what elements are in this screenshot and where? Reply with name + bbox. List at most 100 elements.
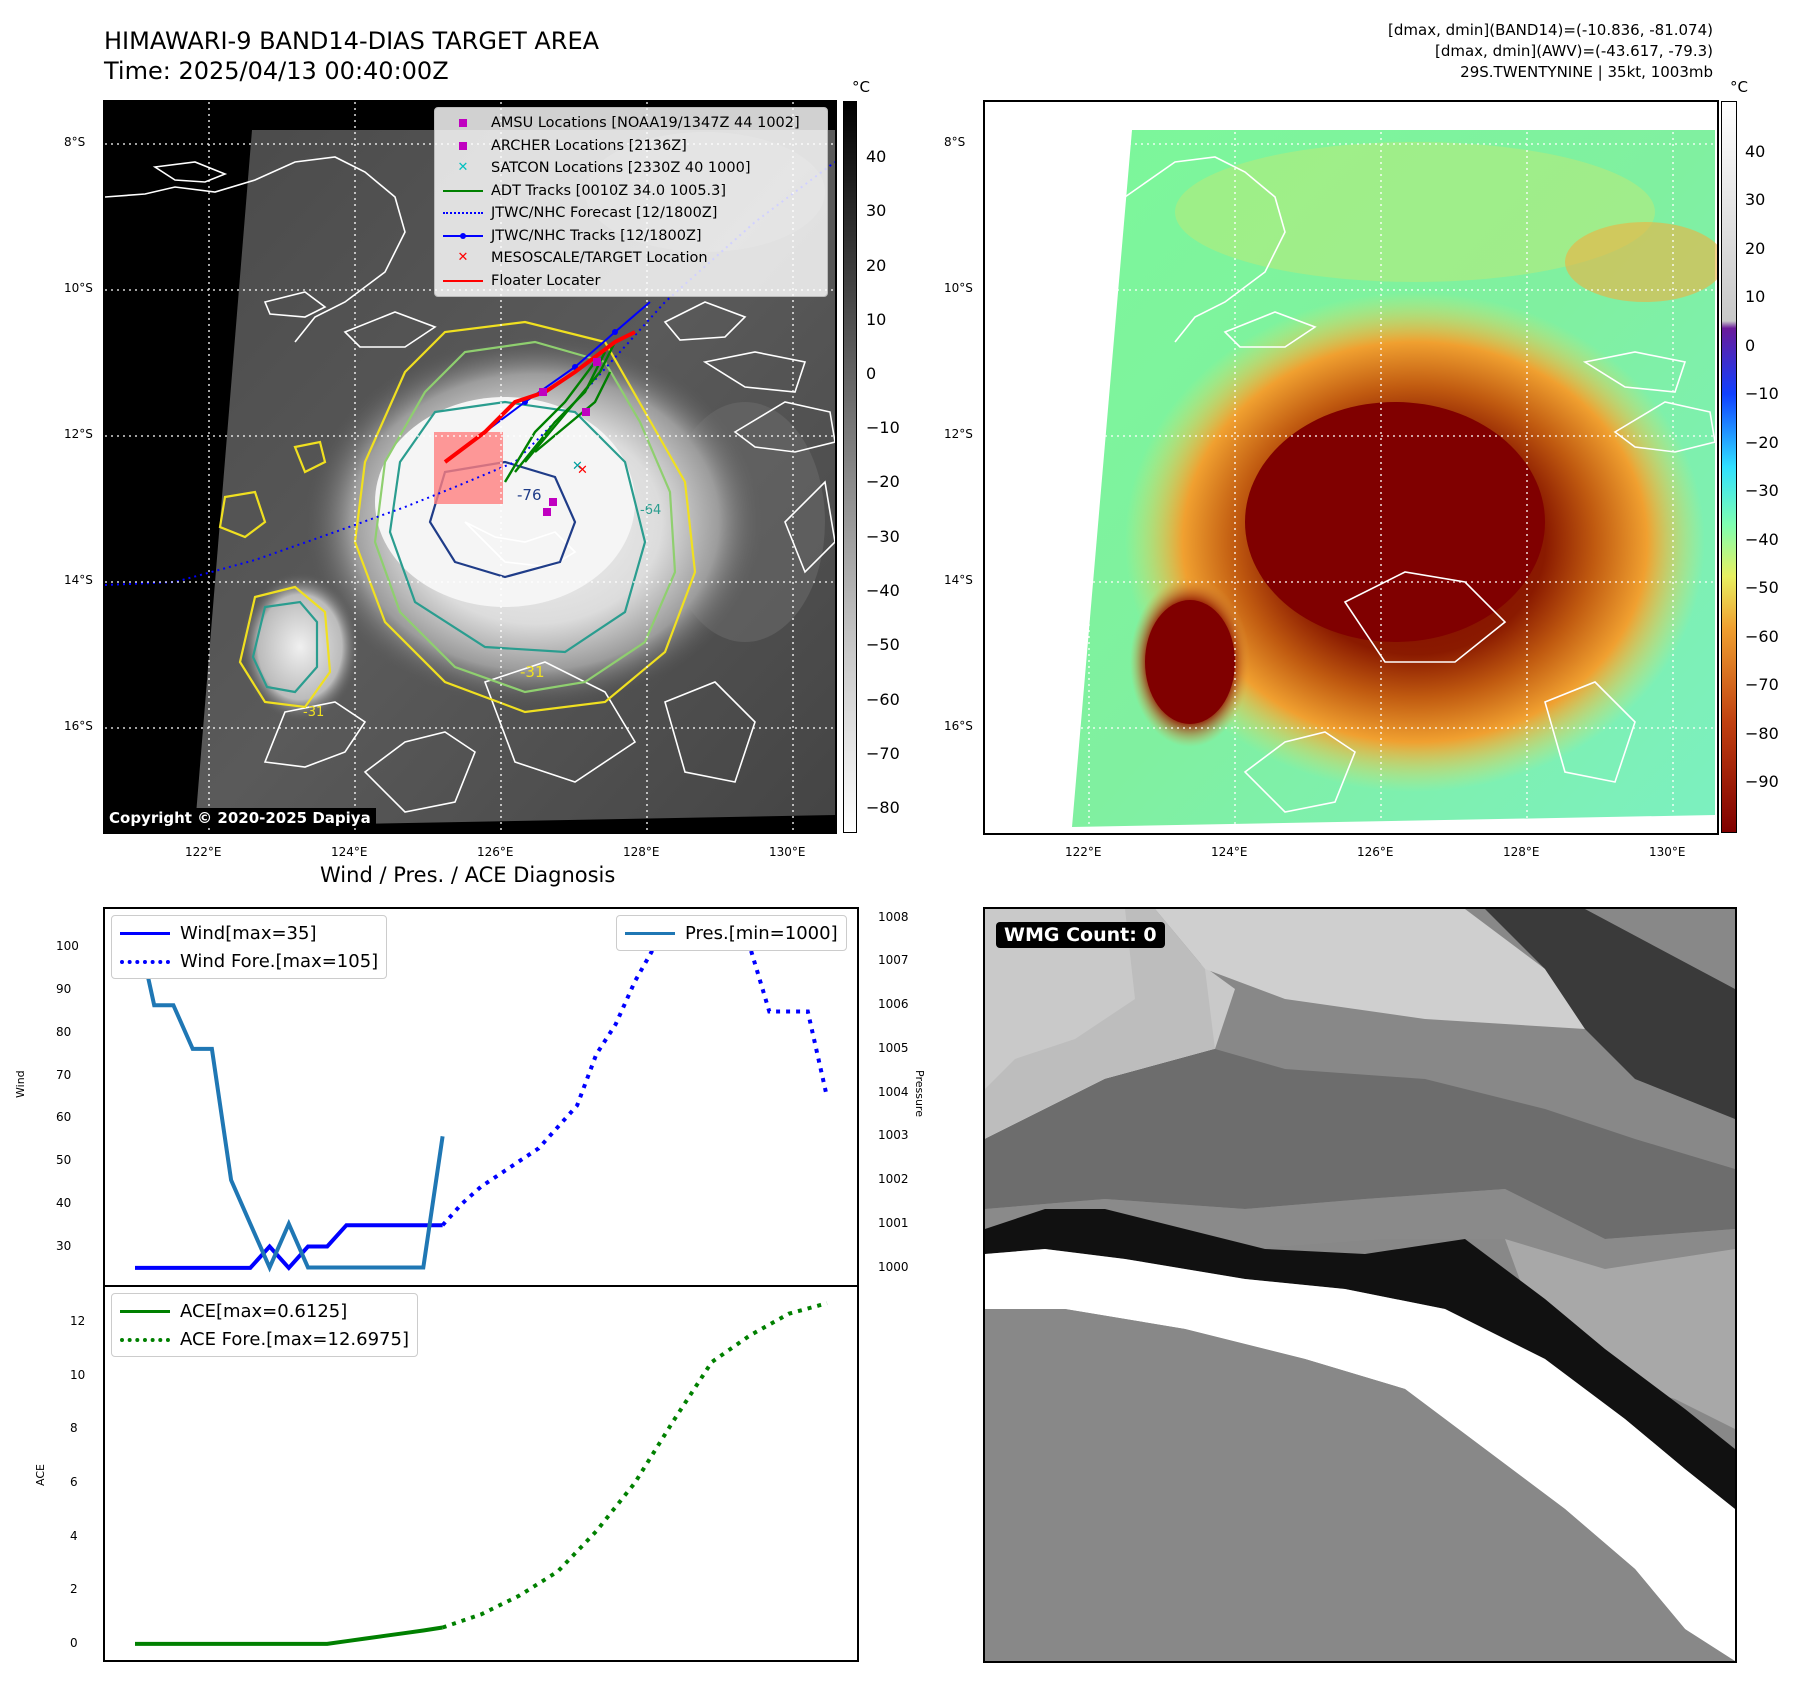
legend-item-adt: ADT Tracks [0010Z 34.0 1005.3] xyxy=(443,180,819,203)
pressure-series-line xyxy=(133,917,445,1273)
map-legend: AMSU Locations [NOAA19/1347Z 44 1002] AR… xyxy=(434,107,828,297)
legend-item-floater: Floater Locater xyxy=(443,270,819,293)
colorbar-right-label: 0 xyxy=(1745,336,1756,355)
pressure-legend: Pres.[min=1000] xyxy=(616,915,847,951)
stats-line-1: [dmax, dmin](BAND14)=(-10.836, -81.074) xyxy=(1388,21,1713,39)
wind-tick-label: 50 xyxy=(56,1153,72,1168)
coastlines xyxy=(1124,156,1716,813)
wind-tick-label: 100 xyxy=(56,939,79,954)
ace-tick-label: 12 xyxy=(70,1313,86,1328)
title-line-1: HIMAWARI-9 BAND14-DIAS TARGET AREA xyxy=(104,27,600,55)
lon-label: 130°E xyxy=(1649,845,1686,859)
pressure-tick-label: 1003 xyxy=(878,1128,909,1143)
pressure-tick-label: 1006 xyxy=(878,997,909,1012)
stats-line-2: [dmax, dmin](AWV)=(-43.617, -79.3) xyxy=(1434,42,1713,60)
colorbar-left-label: −50 xyxy=(866,635,900,654)
awv-map-panel xyxy=(983,100,1719,835)
colorbar-right-label: −60 xyxy=(1745,627,1779,646)
colorbar-left-label: 40 xyxy=(866,147,887,166)
colorbar-right-label: 10 xyxy=(1745,287,1766,306)
wind-tick-label: 70 xyxy=(56,1067,72,1082)
awv-map-image xyxy=(985,102,1717,833)
lat-label: 10°S xyxy=(64,281,93,295)
colorbar-left-label: −30 xyxy=(866,527,900,546)
wind-tick-label: 90 xyxy=(56,982,72,997)
ace-forecast-series-line xyxy=(441,1301,828,1630)
satcon-marker: ✕ xyxy=(572,459,583,474)
lat-label: 14°S xyxy=(64,573,93,587)
colorbar-right-label: −50 xyxy=(1745,578,1779,597)
lat-label: 10°S xyxy=(944,281,973,295)
lon-label: 122°E xyxy=(1065,845,1102,859)
pressure-ylabel: Pressure xyxy=(913,1070,926,1117)
wind-legend: Wind[max=35] Wind Fore.[max=105] xyxy=(111,915,388,979)
colorbar-right-label: −40 xyxy=(1745,530,1779,549)
legend-item-jtwc-tracks: JTWC/NHC Tracks [12/1800Z] xyxy=(443,225,819,248)
wind-tick-label: 60 xyxy=(56,1110,72,1125)
colorbar-left-label: −20 xyxy=(866,472,900,491)
colorbar-left xyxy=(843,101,857,833)
colorbar-left-label: 20 xyxy=(866,256,887,275)
lon-label: 122°E xyxy=(185,845,222,859)
lat-label: 8°S xyxy=(944,135,966,149)
colorbar-right-unit: °C xyxy=(1730,78,1748,96)
wind-ylabel: Wind xyxy=(14,1070,27,1098)
lat-label: 16°S xyxy=(64,719,93,733)
lon-label: 124°E xyxy=(331,845,368,859)
wmg-panel xyxy=(983,907,1737,1663)
lon-label: 126°E xyxy=(477,845,514,859)
legend-item-satcon: ✕ SATCON Locations [2330Z 40 1000] xyxy=(457,160,751,177)
archer-marker xyxy=(549,498,557,506)
lon-label: 126°E xyxy=(1357,845,1394,859)
copyright-label: Copyright © 2020-2025 Dapiya xyxy=(104,808,376,828)
colorbar-right-label: −80 xyxy=(1745,724,1779,743)
lat-label: 14°S xyxy=(944,573,973,587)
colorbar-right-label: −90 xyxy=(1745,772,1779,791)
colorbar-left-label: −60 xyxy=(866,690,900,709)
pressure-tick-label: 1001 xyxy=(878,1215,909,1230)
archer-marker xyxy=(582,408,590,416)
lon-label: 130°E xyxy=(769,845,806,859)
legend-item-ace-fore: ACE Fore.[max=12.6975] xyxy=(120,1325,409,1353)
pressure-tick-label: 1008 xyxy=(878,909,909,924)
colorbar-right-label: 20 xyxy=(1745,239,1766,258)
wmg-image xyxy=(985,909,1735,1661)
colorbar-left-label: 30 xyxy=(866,201,887,220)
archer-marker xyxy=(543,508,551,516)
archer-marker xyxy=(593,358,601,366)
colorbar-left-label: 10 xyxy=(866,310,887,329)
storm-stats: [dmax, dmin](BAND14)=(-10.836, -81.074) … xyxy=(1388,20,1713,83)
mesoscale-target-marker: ✕ xyxy=(577,463,588,478)
colorbar-left-label: −40 xyxy=(866,581,900,600)
pressure-tick-label: 1004 xyxy=(878,1084,909,1099)
ace-tick-label: 2 xyxy=(70,1582,78,1597)
ace-tick-label: 6 xyxy=(70,1474,78,1489)
ace-ylabel: ACE xyxy=(34,1464,47,1486)
colorbar-left-label: −80 xyxy=(866,798,900,817)
pressure-tick-label: 1007 xyxy=(878,953,909,968)
wind-series-line xyxy=(135,1223,443,1271)
lon-label: 128°E xyxy=(623,845,660,859)
wind-tick-label: 80 xyxy=(56,1024,72,1039)
colorbar-right-label: −70 xyxy=(1745,675,1779,694)
lat-label: 8°S xyxy=(64,135,86,149)
legend-item-jtwc-forecast: JTWC/NHC Forecast [12/1800Z] xyxy=(443,202,819,225)
wind-pressure-plot xyxy=(133,917,829,1273)
colorbar-right-label: −10 xyxy=(1745,384,1779,403)
diagnosis-title: Wind / Pres. / ACE Diagnosis xyxy=(320,863,616,887)
amsu-marker xyxy=(539,388,547,396)
colorbar-right-label: −20 xyxy=(1745,433,1779,452)
ace-plot xyxy=(135,1301,828,1646)
wind-forecast-series-line xyxy=(441,924,829,1227)
legend-item-amsu: AMSU Locations [NOAA19/1347Z 44 1002] xyxy=(443,112,819,135)
map-gridlines xyxy=(985,102,1717,833)
colorbar-right-label: 30 xyxy=(1745,190,1766,209)
figure-title: HIMAWARI-9 BAND14-DIAS TARGET AREA Time:… xyxy=(104,26,599,86)
lat-label: 12°S xyxy=(944,427,973,441)
legend-item-ace: ACE[max=0.6125] xyxy=(120,1297,409,1325)
wind-tick-label: 30 xyxy=(56,1238,72,1253)
colorbar-right-label: 40 xyxy=(1745,142,1766,161)
pressure-tick-label: 1000 xyxy=(878,1259,909,1274)
pressure-tick-label: 1005 xyxy=(878,1040,909,1055)
legend-item-pressure: Pres.[min=1000] xyxy=(625,919,838,947)
